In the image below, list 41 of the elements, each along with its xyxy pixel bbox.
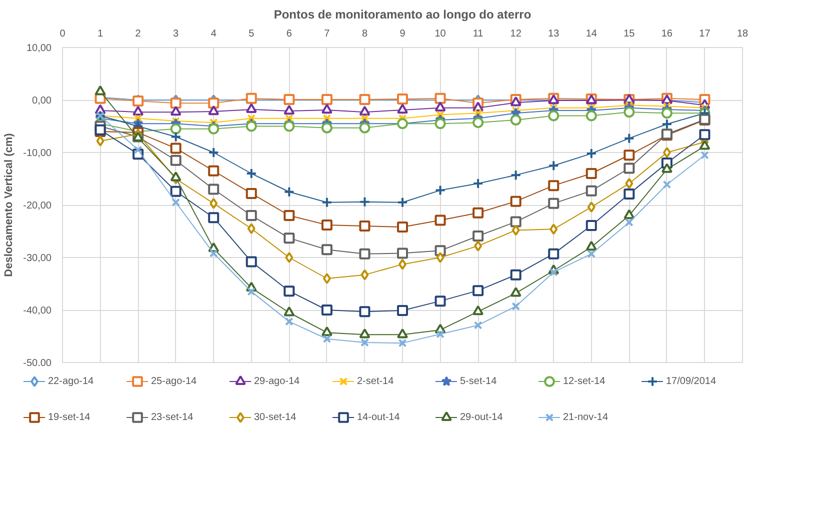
y-tick-label: -10,00	[23, 148, 52, 159]
x-tick-label: 14	[586, 28, 598, 40]
y-axis-title: Deslocamento Vertical (cm)	[3, 132, 16, 277]
y-tick-label: -50,00	[23, 358, 52, 369]
x-tick-label: 17	[699, 28, 711, 40]
x-tick-label: 16	[661, 28, 673, 40]
y-tick-label: 0,00	[32, 96, 52, 106]
legend-label: 29-out-14	[460, 410, 504, 424]
chart-title: Pontos de monitoramento ao longo do aterro	[274, 8, 532, 22]
y-tick-label: -30,00	[23, 253, 52, 264]
x-tick-label: 5	[248, 28, 255, 40]
x-tick-label: 18	[736, 28, 748, 40]
x-tick-label: 9	[400, 28, 406, 40]
x-tick-label: 12	[510, 28, 522, 40]
x-tick-label: 3	[173, 28, 180, 40]
x-tick-label: 11	[472, 28, 484, 40]
legend-label: 22-ago-14	[48, 376, 94, 386]
x-tick-label: 1	[97, 28, 104, 40]
x-tick-label: 4	[210, 28, 217, 40]
legend-label: 21-nov-14	[563, 410, 610, 424]
y-tick-label: -40,00	[23, 306, 52, 316]
x-tick-label: 7	[324, 28, 330, 40]
legend-label: 29-ago-14	[254, 374, 301, 388]
x-tick-label: 13	[548, 28, 560, 40]
x-tick-label: 2	[135, 28, 142, 40]
legend-label: 17/09/2014	[666, 374, 718, 388]
legend-label: 19-set-14	[48, 410, 92, 424]
legend-label: 30-set-14	[254, 410, 298, 424]
legend-label: 5-set-14	[460, 374, 498, 388]
x-tick-label: 10	[434, 28, 446, 40]
legend-label: 23-set-14	[151, 410, 194, 424]
legend-label: 14-out-14	[357, 410, 401, 424]
legend-label: 12-set-14	[563, 374, 606, 388]
y-tick-label: 10,00	[26, 43, 52, 54]
y-tick-label: -20,00	[23, 200, 52, 212]
x-tick-label: 8	[362, 28, 368, 40]
legend-label: 25-ago-14	[151, 374, 198, 388]
legend-label: 2-set-14	[357, 374, 395, 388]
x-tick-label: 15	[624, 28, 636, 40]
x-tick-label: 6	[286, 28, 292, 40]
x-tick-label: 0	[60, 28, 66, 40]
